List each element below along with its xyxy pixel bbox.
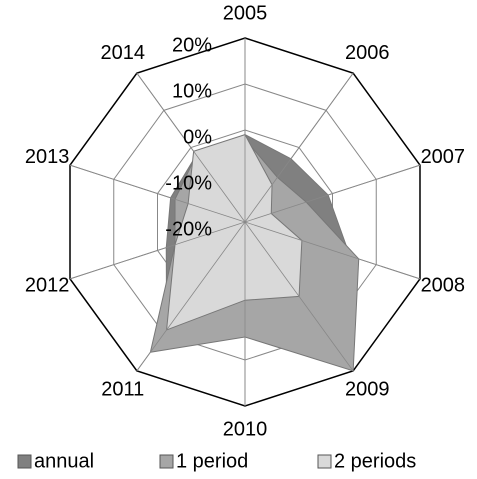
y-tick-label: 0% bbox=[183, 126, 212, 148]
category-label: 2009 bbox=[345, 379, 390, 401]
category-label: 2007 bbox=[421, 146, 466, 168]
y-tick-label: -10% bbox=[165, 172, 212, 194]
legend-label: annual bbox=[34, 450, 94, 472]
spoke bbox=[244, 72, 354, 223]
legend-swatch bbox=[17, 454, 32, 469]
spoke bbox=[69, 221, 246, 280]
spoke bbox=[136, 72, 246, 223]
spoke bbox=[244, 221, 421, 280]
y-tick-label: 20% bbox=[172, 34, 212, 56]
legend-label: 2 periods bbox=[334, 450, 416, 472]
category-label: 2006 bbox=[345, 42, 390, 64]
legend-label: 1 period bbox=[176, 450, 248, 472]
legend-swatch bbox=[317, 454, 332, 469]
spoke bbox=[69, 164, 246, 223]
category-label: 2014 bbox=[100, 42, 145, 64]
category-label: 2010 bbox=[223, 418, 268, 440]
spoke bbox=[244, 221, 354, 372]
spoke bbox=[136, 221, 246, 372]
legend-swatch bbox=[159, 454, 174, 469]
category-label: 2012 bbox=[25, 275, 70, 297]
spoke bbox=[244, 164, 421, 223]
category-label: 2013 bbox=[25, 146, 70, 168]
y-tick-label: 10% bbox=[172, 80, 212, 102]
category-label: 2011 bbox=[101, 379, 144, 401]
category-label: 2008 bbox=[421, 275, 466, 297]
y-tick-label: -20% bbox=[165, 218, 212, 240]
category-label: 2005 bbox=[223, 2, 268, 24]
